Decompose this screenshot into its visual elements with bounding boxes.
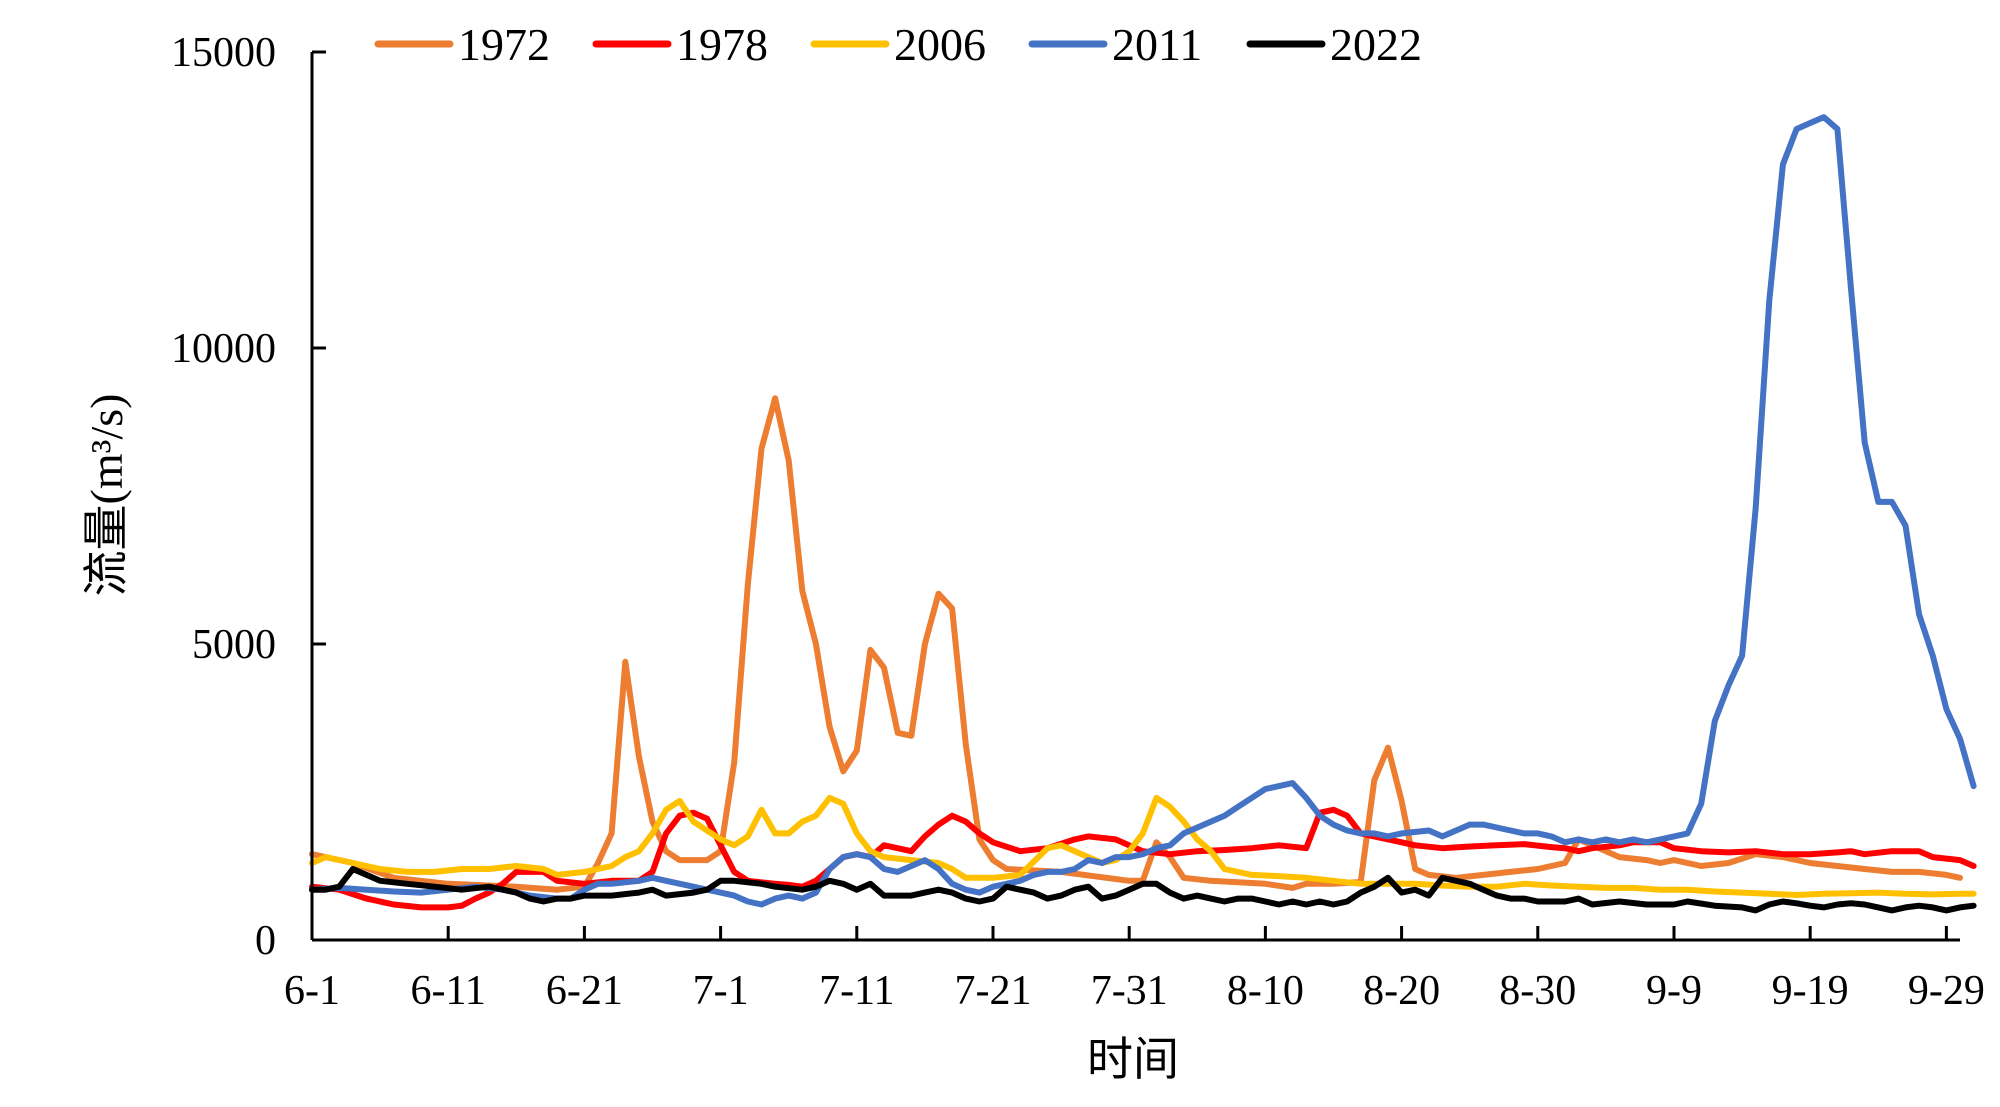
x-tick-label: 6-21 <box>546 968 623 1014</box>
y-tick-label: 0 <box>255 918 276 964</box>
series-line-2006 <box>309 794 1977 898</box>
x-tick-label: 9-29 <box>1908 968 1985 1014</box>
x-tick-label: 7-31 <box>1091 968 1168 1014</box>
legend-label-2022: 2022 <box>1330 19 1422 70</box>
legend-label-1972: 1972 <box>458 19 550 70</box>
legend-label-2006: 2006 <box>894 19 986 70</box>
x-tick-label: 7-1 <box>693 968 749 1014</box>
series-line-1972 <box>309 395 1963 893</box>
x-tick-label: 9-19 <box>1772 968 1849 1014</box>
x-tick-label: 6-1 <box>284 968 340 1014</box>
legend-label-1978: 1978 <box>676 19 768 70</box>
x-tick-label: 9-9 <box>1646 968 1702 1014</box>
x-tick-label: 7-21 <box>954 968 1031 1014</box>
x-tick-label: 8-30 <box>1499 968 1576 1014</box>
x-tick-label: 7-11 <box>819 968 894 1014</box>
legend: 1972 1978 2006 2011 2022 <box>374 19 1422 70</box>
y-tick-label: 10000 <box>171 326 276 372</box>
series-layer <box>309 114 1977 914</box>
x-tick-label: 6-11 <box>410 968 485 1014</box>
legend-label-2011: 2011 <box>1112 19 1202 70</box>
x-axis-title: 时间 <box>1087 1034 1179 1085</box>
x-tick-label: 8-20 <box>1363 968 1440 1014</box>
y-tick-label: 5000 <box>192 622 276 668</box>
y-tick-label: 15000 <box>171 30 276 76</box>
axes-layer: 0 5000 10000 15000 6-1 6-11 6-21 7-1 7-11 7-21 7-3… <box>171 30 1985 1014</box>
series-line-2022 <box>309 866 1977 914</box>
series-line-2011 <box>309 114 1977 908</box>
x-tick-label: 8-10 <box>1227 968 1304 1014</box>
y-axis-title: 流量(m³/s) <box>81 394 132 597</box>
